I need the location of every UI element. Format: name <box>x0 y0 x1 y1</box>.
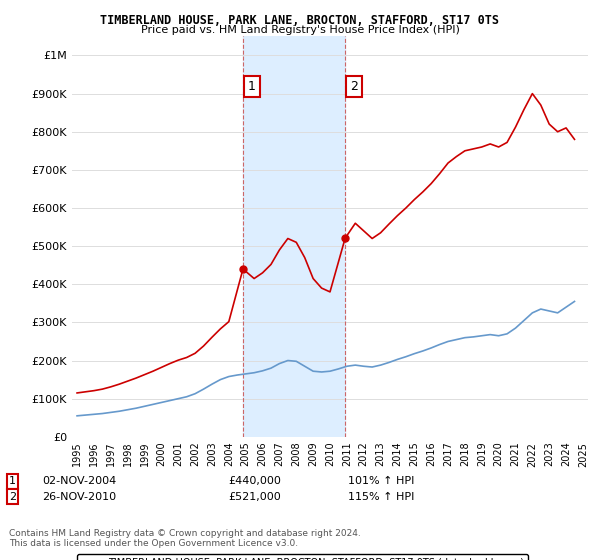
Text: 02-NOV-2004: 02-NOV-2004 <box>42 477 116 487</box>
Text: 101% ↑ HPI: 101% ↑ HPI <box>348 477 415 487</box>
Text: TIMBERLAND HOUSE, PARK LANE, BROCTON, STAFFORD, ST17 0TS: TIMBERLAND HOUSE, PARK LANE, BROCTON, ST… <box>101 14 499 27</box>
Bar <box>243 36 345 437</box>
Legend: TIMBERLAND HOUSE, PARK LANE, BROCTON, STAFFORD, ST17 0TS (detached house), HPI: : TIMBERLAND HOUSE, PARK LANE, BROCTON, ST… <box>77 554 528 560</box>
Text: Price paid vs. HM Land Registry's House Price Index (HPI): Price paid vs. HM Land Registry's House … <box>140 25 460 35</box>
Text: 1: 1 <box>9 477 16 487</box>
Text: 26-NOV-2010: 26-NOV-2010 <box>42 492 116 502</box>
Text: 1: 1 <box>248 80 256 93</box>
Text: £440,000: £440,000 <box>228 477 281 487</box>
Text: 115% ↑ HPI: 115% ↑ HPI <box>348 492 415 502</box>
Text: 2: 2 <box>350 80 358 93</box>
Text: 2: 2 <box>9 492 16 502</box>
Text: Contains HM Land Registry data © Crown copyright and database right 2024.
This d: Contains HM Land Registry data © Crown c… <box>9 529 361 548</box>
Text: £521,000: £521,000 <box>228 492 281 502</box>
